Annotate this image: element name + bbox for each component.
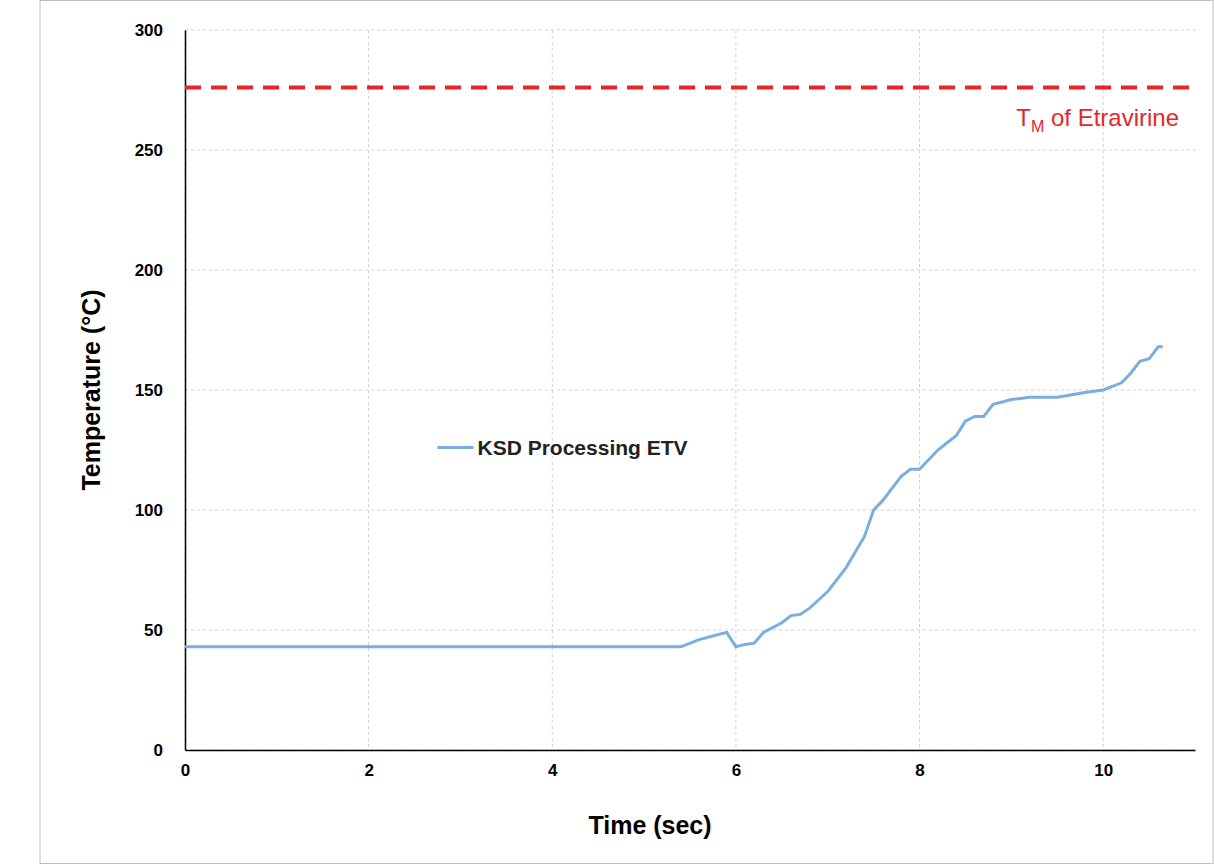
y-tick: 300 bbox=[135, 21, 185, 40]
x-tick: 10 bbox=[1094, 750, 1113, 780]
y-axis: 0 50 100 150 200 250 300 bbox=[135, 21, 186, 760]
threshold-label-suffix: of Etravirine bbox=[1044, 104, 1179, 131]
frame bbox=[40, 1, 1213, 864]
x-tick-label: 4 bbox=[548, 761, 558, 780]
x-tick-label: 10 bbox=[1094, 761, 1113, 780]
grid-line-y bbox=[185, 630, 1195, 631]
grid-line-x bbox=[919, 30, 920, 750]
legend-swatch bbox=[438, 446, 474, 449]
grid bbox=[185, 30, 1195, 750]
series-line bbox=[185, 347, 1163, 647]
x-tick: 6 bbox=[732, 750, 741, 780]
x-tick: 8 bbox=[915, 750, 924, 780]
x-axis: 0 2 4 6 8 10 bbox=[181, 750, 1196, 780]
y-tick-label: 200 bbox=[135, 261, 163, 280]
y-tick-label: 250 bbox=[135, 141, 163, 160]
y-axis-title: Temperature (°C) bbox=[77, 289, 105, 490]
grid-line-y bbox=[185, 270, 1195, 271]
threshold-line bbox=[185, 86, 1195, 90]
grid-line-y bbox=[185, 750, 1195, 751]
x-tick-label: 0 bbox=[181, 761, 190, 780]
x-axis-title: Time (sec) bbox=[588, 811, 711, 839]
y-tick-label: 0 bbox=[154, 741, 163, 760]
y-tick: 0 bbox=[154, 741, 185, 760]
x-tick: 0 bbox=[181, 750, 190, 780]
y-tick: 150 bbox=[135, 381, 185, 400]
threshold-label-sub: M bbox=[1031, 118, 1044, 135]
grid-line-x bbox=[552, 30, 553, 750]
grid-line-y bbox=[185, 30, 1195, 31]
marks bbox=[185, 88, 1195, 647]
x-tick-label: 6 bbox=[732, 761, 741, 780]
grid-line-x bbox=[368, 30, 369, 750]
y-tick: 200 bbox=[135, 261, 185, 280]
x-tick-label: 8 bbox=[915, 761, 924, 780]
grid-line-y bbox=[185, 390, 1195, 391]
grid-line-x bbox=[735, 30, 736, 750]
x-axis-line bbox=[186, 750, 1196, 752]
y-tick: 100 bbox=[135, 501, 185, 520]
threshold-label: TM of Etravirine bbox=[1016, 104, 1179, 135]
x-tick: 2 bbox=[364, 750, 373, 780]
grid-line-y bbox=[185, 150, 1195, 151]
threshold-label-main: T bbox=[1016, 104, 1031, 131]
grid-line-x bbox=[185, 30, 186, 750]
y-axis-line bbox=[185, 31, 187, 751]
y-tick-label: 50 bbox=[144, 621, 163, 640]
x-tick: 4 bbox=[548, 750, 558, 780]
y-tick: 50 bbox=[144, 621, 185, 640]
grid-line-y bbox=[185, 510, 1195, 511]
y-tick: 250 bbox=[135, 141, 185, 160]
legend-item: KSD Processing ETV bbox=[438, 436, 688, 459]
y-tick-label: 150 bbox=[135, 381, 163, 400]
chart: 0246810050100150200250300TM of Etravirin… bbox=[0, 0, 1214, 864]
legend-label: KSD Processing ETV bbox=[478, 436, 688, 459]
y-tick-label: 300 bbox=[135, 21, 163, 40]
plot: 0246810050100150200250300TM of Etravirin… bbox=[135, 21, 1196, 780]
legend: KSD Processing ETV bbox=[438, 436, 688, 459]
x-tick-label: 2 bbox=[364, 761, 373, 780]
y-tick-label: 100 bbox=[135, 501, 163, 520]
